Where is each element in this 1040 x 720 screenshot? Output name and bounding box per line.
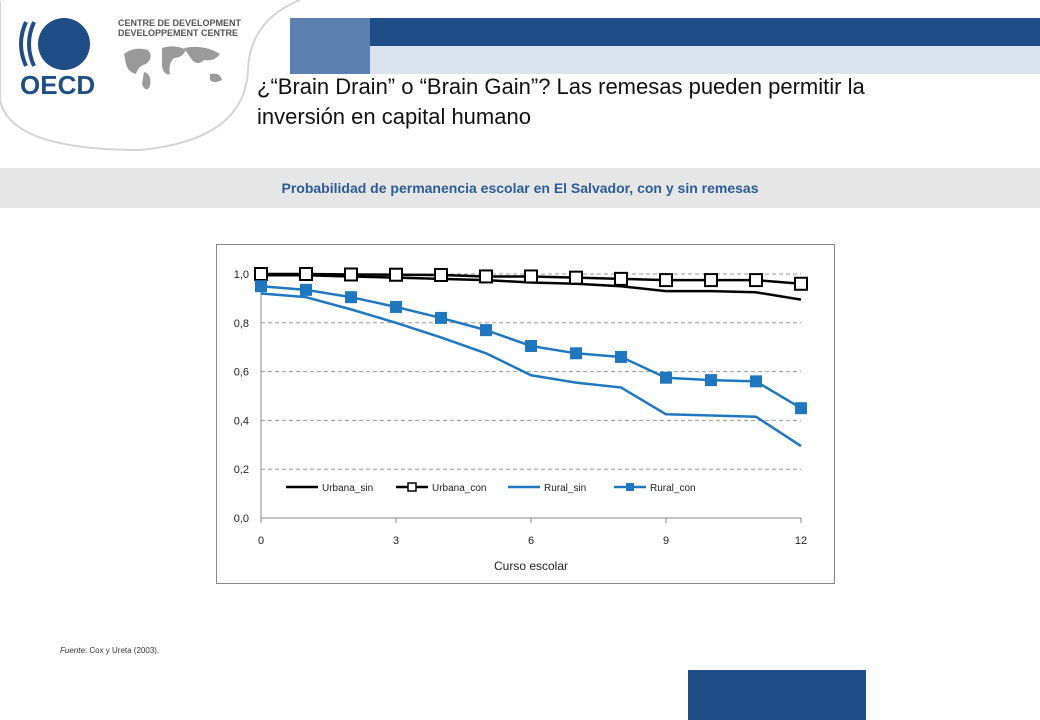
data-point [255,280,267,293]
data-point [299,267,313,281]
data-point [480,324,492,337]
slide-title-line1: ¿“Brain Drain” o “Brain Gain”? Las remes… [257,74,865,99]
slide-title-line2: inversión en capital humano [257,104,531,129]
data-point [614,271,628,286]
x-tick-label: 6 [528,535,534,547]
source-label: Fuente [60,646,85,655]
line-chart: 0,0 0,2 0,4 0,6 0,8 1,0 0 3 6 9 12 Curso escolar Ur… [234,267,808,573]
legend-label: Rural_con [650,483,696,494]
data-point [749,273,763,288]
x-axis-label: Curso escolar [494,559,568,573]
y-tick-label: 0,4 [234,415,249,427]
oecd-logo: OECD CENTRE DE DEVELOPMENT DEVELOPPEMENT… [19,18,242,100]
data-point [389,267,403,282]
y-tick-label: 0,2 [234,464,249,476]
data-point [435,311,447,324]
chart-caption: Probabilidad de permanencia escolar en E… [281,180,759,196]
centre-line2: DEVELOPPEMENT CENTRE [118,28,238,38]
header-bar-accent [290,18,370,74]
data-point [705,374,717,387]
data-point [659,273,673,288]
data-point [390,300,402,313]
legend-marker [407,482,417,492]
x-tick-label: 9 [663,535,669,547]
oecd-wordmark: OECD [20,70,95,100]
y-tick-label: 1,0 [234,269,249,281]
y-tick-label: 0,6 [234,367,249,379]
data-point [300,283,312,296]
data-point [254,267,268,281]
data-point [344,267,358,282]
y-tick-label: 0,0 [234,513,249,525]
slide-title: ¿“Brain Drain” o “Brain Gain”? Las remes… [257,72,997,132]
data-point [660,371,672,384]
source-note: Fuente: Cox y Ureta (2003). [60,646,159,655]
series-line [260,292,802,448]
footer-block [688,670,866,720]
header-bar-dark [360,18,1040,46]
data-point [750,375,762,388]
data-point [570,347,582,360]
legend-marker [626,483,634,491]
data-point [434,267,448,282]
x-tick-label: 0 [258,535,264,547]
x-tick-label: 12 [795,535,807,547]
legend-label: Urbana_sin [322,483,373,494]
data-point [479,269,493,284]
data-point [524,269,538,284]
data-point [345,291,357,304]
data-point [704,273,718,288]
caption-bar [0,168,1040,208]
y-tick-label: 0,8 [234,318,249,330]
legend-label: Urbana_con [432,483,486,494]
centre-line1: CENTRE DE DEVELOPMENT [118,18,242,28]
data-point [794,276,808,291]
data-point [525,339,537,352]
oecd-emblem-icon [19,18,90,70]
header-bar-light [360,46,1040,74]
data-point [615,350,627,363]
x-tick-label: 3 [393,535,399,547]
world-map-icon [124,46,222,90]
data-point [569,270,583,285]
source-text: : Cox y Ureta (2003). [84,646,160,655]
data-point [795,402,807,415]
legend-label: Rural_sin [544,483,586,494]
